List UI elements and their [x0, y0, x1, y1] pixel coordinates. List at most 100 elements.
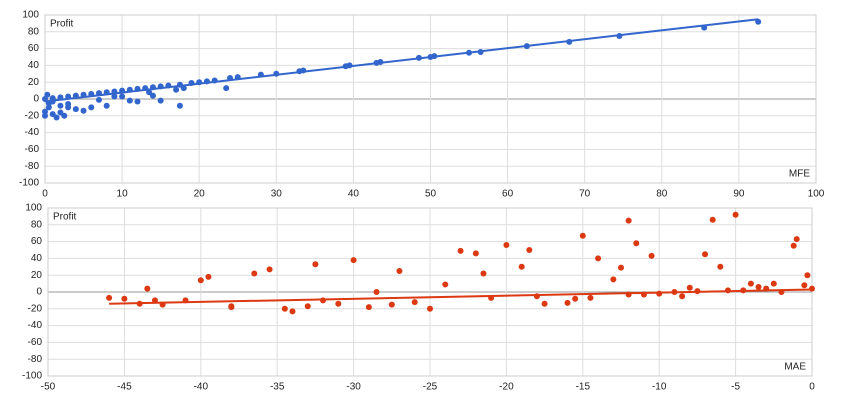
point [625, 217, 632, 224]
point [228, 304, 235, 311]
x-tick-label: -20 [499, 382, 514, 393]
x-tick-label: 70 [579, 189, 591, 200]
point [134, 98, 141, 105]
point [95, 96, 102, 103]
point [350, 257, 357, 264]
point [144, 285, 151, 292]
x-tick-label: -10 [652, 382, 667, 393]
point [610, 276, 617, 283]
point [709, 216, 716, 223]
point [42, 108, 48, 115]
point [572, 295, 579, 302]
y-tick-label: -60 [25, 144, 40, 155]
point [717, 263, 724, 270]
y-tick-label: 0 [36, 287, 42, 298]
point [541, 300, 548, 307]
point [223, 85, 230, 92]
point [427, 305, 433, 312]
point [686, 284, 693, 291]
point [119, 93, 126, 100]
x-tick-label: 80 [656, 189, 668, 200]
point [388, 301, 395, 308]
point [53, 114, 60, 121]
point [579, 232, 586, 239]
x-tick-label: 100 [808, 189, 825, 200]
y-tick-label: -40 [28, 320, 43, 331]
point [648, 252, 655, 259]
point [480, 270, 487, 277]
x-tick-label: -5 [731, 382, 740, 393]
point [197, 277, 204, 284]
point [157, 97, 164, 104]
x-tick-label: 0 [809, 382, 815, 393]
y-tick-label: -80 [28, 354, 43, 365]
point [396, 268, 403, 274]
point [793, 236, 800, 243]
y-tick-label: 0 [33, 94, 39, 105]
y-axis-label: Profit [50, 19, 74, 30]
trendline [44, 18, 759, 103]
point [57, 102, 64, 109]
point [111, 93, 118, 100]
point [472, 250, 479, 257]
x-tick-label: 0 [42, 189, 48, 200]
point [526, 247, 533, 253]
point [770, 280, 777, 287]
point [45, 104, 52, 111]
point [595, 255, 602, 262]
y-tick-label: -100 [22, 371, 42, 382]
point [80, 107, 87, 114]
point [633, 240, 640, 247]
point [365, 304, 372, 311]
point [126, 97, 133, 104]
y-tick-label: 20 [28, 77, 40, 88]
y-tick-label: 80 [31, 219, 43, 230]
x-tick-label: -50 [41, 382, 56, 393]
x-tick-label: 20 [194, 189, 206, 200]
point [518, 263, 525, 270]
point [755, 283, 762, 290]
x-tick-label: 10 [117, 189, 129, 200]
x-axis-label: MFE [789, 169, 810, 180]
point [373, 289, 380, 295]
y-tick-label: 60 [28, 43, 40, 54]
x-tick-label: 30 [271, 189, 283, 200]
y-tick-label: -20 [28, 303, 43, 314]
point [732, 211, 739, 218]
point [266, 266, 273, 273]
x-tick-label: 40 [348, 189, 360, 200]
point [564, 299, 571, 306]
point [335, 300, 342, 307]
point [72, 106, 79, 113]
point [106, 294, 113, 301]
x-tick-label: -35 [270, 382, 285, 393]
point [205, 273, 212, 280]
point [679, 293, 686, 300]
point [312, 261, 319, 268]
point [149, 92, 156, 99]
point [747, 280, 754, 287]
y-tick-label: -40 [25, 127, 40, 138]
trendline [109, 288, 813, 305]
point [49, 111, 56, 118]
y-tick-label: -100 [19, 178, 39, 189]
point [44, 91, 51, 98]
point [411, 299, 418, 306]
point [146, 89, 153, 96]
point [801, 282, 808, 289]
x-axis-label: MAE [784, 362, 806, 373]
y-tick-label: 100 [25, 203, 42, 214]
x-tick-label: -15 [576, 382, 591, 393]
point [121, 295, 128, 302]
y-tick-label: 20 [31, 270, 43, 281]
y-axis-label: Profit [53, 212, 77, 223]
point [503, 241, 510, 248]
point [442, 281, 449, 288]
point [251, 270, 258, 277]
y-tick-label: 40 [31, 253, 43, 264]
y-tick-label: 60 [31, 236, 43, 247]
y-tick-label: 40 [28, 60, 40, 71]
x-tick-label: -45 [117, 382, 132, 393]
point [61, 112, 68, 119]
